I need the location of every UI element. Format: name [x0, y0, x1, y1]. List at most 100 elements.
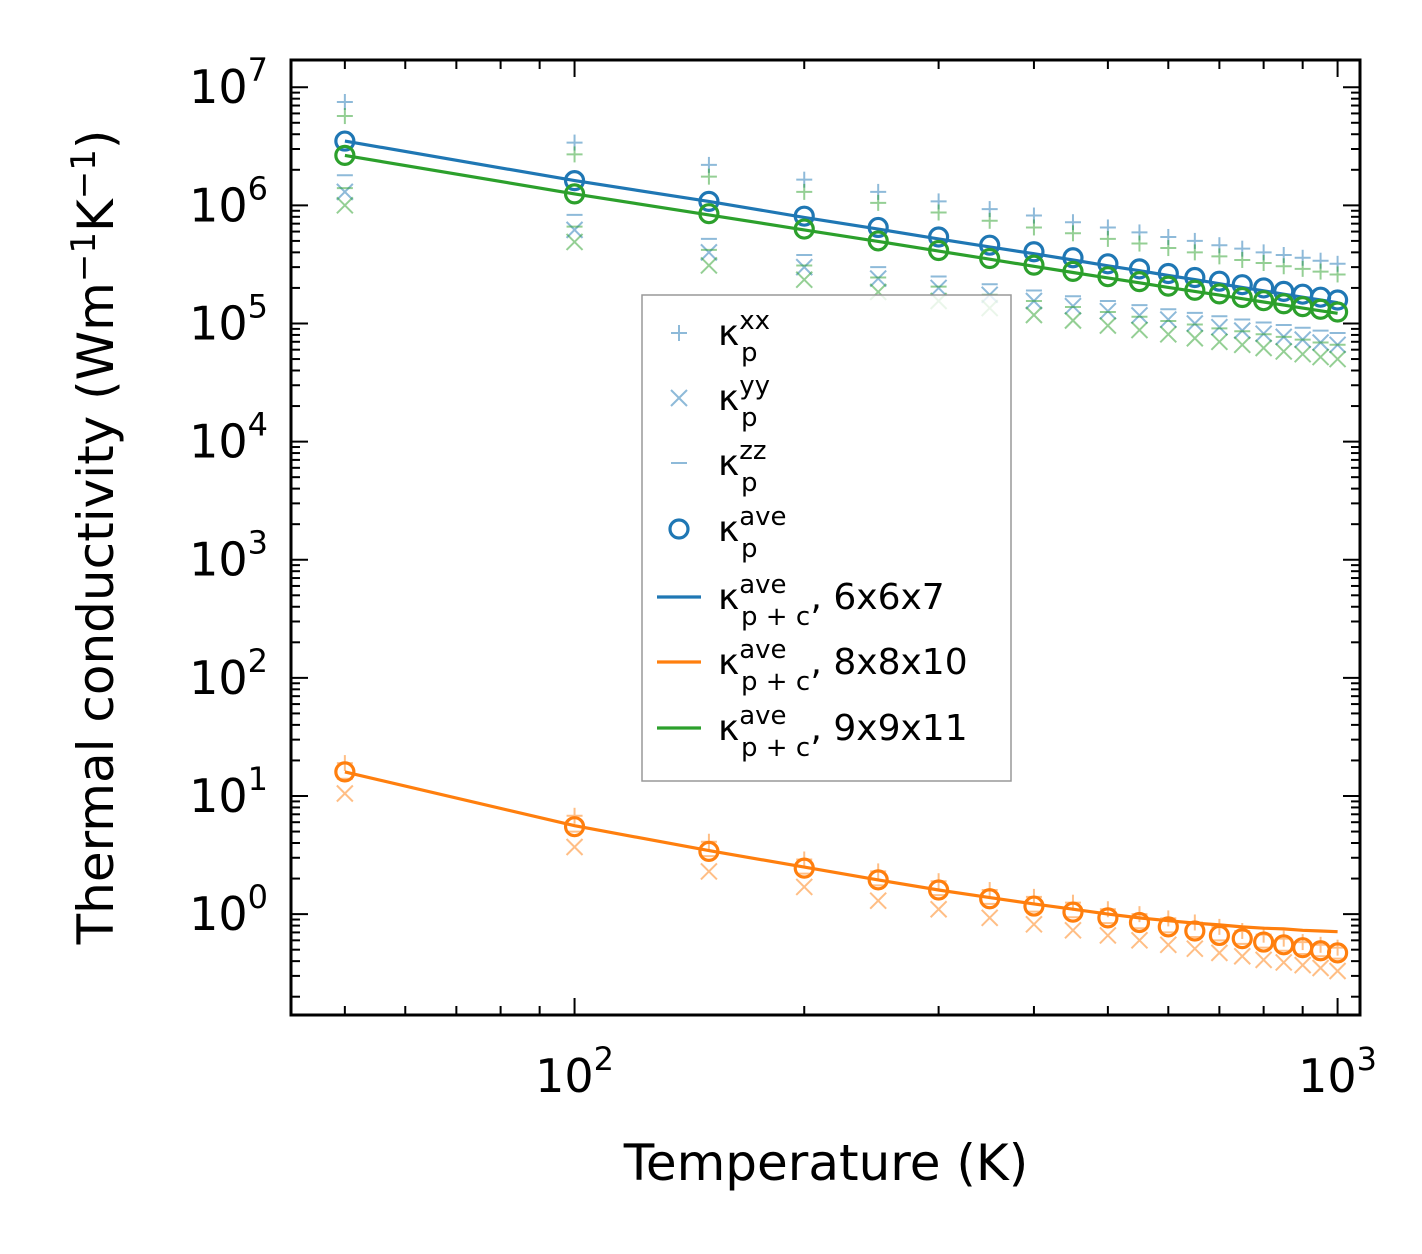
kyy-point: [1328, 350, 1347, 368]
ticks: [291, 60, 1360, 1015]
kave-point: [1253, 931, 1275, 953]
kave-point: [334, 130, 356, 152]
series-6x6x7-ave: [334, 130, 1349, 311]
kyy-point: [1159, 936, 1178, 954]
kyy-point: [336, 196, 354, 215]
legend-label: κave p: [718, 502, 787, 564]
kave-point: [867, 869, 889, 891]
legend-label: κxx p: [718, 306, 770, 368]
kxx-point: [336, 108, 353, 125]
kxx-point: [1064, 225, 1081, 242]
kyy-point: [1130, 931, 1149, 950]
series-8x8x10: [336, 755, 1347, 980]
y-tick-label: 101: [189, 760, 268, 823]
kave-point: [1184, 266, 1206, 289]
kxx-point: [930, 204, 947, 221]
y-tick-label: 100: [189, 878, 268, 941]
fit-line-8x8x10: [344, 770, 1338, 934]
y-tick-label: 107: [189, 51, 268, 114]
kave-point: [1023, 254, 1045, 276]
kave-point: [1128, 271, 1151, 293]
kyy-point: [1210, 333, 1229, 351]
kxx-point: [700, 168, 717, 185]
kyy-point: [336, 784, 354, 803]
kyy-point: [1254, 951, 1273, 969]
kave-point: [979, 888, 1001, 910]
y-axis-title-suffix: ): [67, 130, 125, 150]
kyy-point: [1233, 336, 1251, 354]
kxx-point: [1025, 219, 1042, 236]
kave-point: [793, 218, 815, 240]
kyy-point: [929, 279, 948, 297]
kxx-point: [336, 93, 353, 110]
kave-point: [334, 761, 356, 783]
series-9x9x11-ave: [334, 144, 1349, 323]
kave-point: [334, 144, 356, 166]
kyy-point: [869, 269, 887, 288]
kxx-point: [566, 807, 583, 824]
kyy-point: [1130, 306, 1149, 325]
kyy-point: [1293, 345, 1312, 363]
y-tick-label: 105: [189, 287, 268, 350]
kave-point: [1326, 289, 1349, 311]
series-8x8x10-ave: [334, 761, 1349, 964]
fit-line-6x6x7: [344, 139, 1338, 305]
kxx-point: [1255, 255, 1272, 272]
legend-box: [641, 294, 1012, 782]
kyy-point: [700, 256, 718, 275]
kyy-point: [1210, 944, 1229, 962]
kave-point: [1231, 928, 1253, 950]
kxx-point: [566, 146, 583, 163]
kave-point: [698, 190, 720, 213]
kyy-point: [1159, 325, 1178, 344]
kyy-point: [795, 270, 813, 289]
legend-marker-cross: [670, 389, 688, 407]
x-tick-label: 102: [535, 1040, 614, 1103]
kyy-point: [1311, 959, 1330, 977]
kave-point: [563, 816, 586, 838]
legend-label: κave p + c, 9x9x11: [718, 701, 968, 763]
legend-label: κave p + c, 8x8x10: [718, 635, 968, 697]
kave-point: [928, 239, 950, 262]
kyy-point: [795, 258, 813, 276]
kave-point: [1208, 270, 1230, 292]
legend-label: κzz p: [718, 436, 767, 498]
x-tick-label: 103: [1298, 1040, 1377, 1103]
kxx-point: [1160, 240, 1177, 257]
kave-point: [563, 170, 586, 192]
kxx-point: [1275, 258, 1292, 275]
kave-point: [793, 205, 815, 227]
legend-label: κave p + c, 6x6x7: [718, 570, 945, 632]
kave-point: [867, 216, 889, 239]
kave-point: [1253, 277, 1275, 299]
kyy-point: [1293, 956, 1312, 974]
kave-point: [979, 247, 1001, 270]
kxx-point: [870, 194, 887, 211]
kave-point: [1128, 911, 1151, 934]
fit-line-9x9x11: [344, 153, 1338, 315]
kave-point: [563, 183, 586, 205]
kave-point: [1097, 253, 1119, 275]
legend-marker-circle: [668, 518, 690, 540]
y-tick-label: 104: [189, 406, 268, 469]
y-axis-title-exp2: −1: [64, 149, 104, 199]
y-axis-title-exp1: −1: [64, 232, 104, 282]
kave-point: [698, 203, 720, 225]
kyy-point: [1130, 321, 1149, 339]
kave-point: [1157, 275, 1179, 297]
series-9x9x11: [336, 108, 1347, 368]
kyy-point: [1186, 314, 1204, 333]
kave-point: [793, 857, 815, 879]
kyy-point: [1064, 921, 1082, 939]
kave-point: [1097, 907, 1119, 929]
kave-point: [979, 234, 1001, 256]
kave-point: [1062, 247, 1084, 269]
kyy-point: [980, 909, 999, 927]
kyy-point: [565, 233, 584, 251]
tick-labels: 102 103 100 101 102 103 104 105 106 107: [189, 51, 1377, 1103]
kave-point: [1231, 286, 1253, 309]
kyy-point: [795, 878, 813, 896]
kxx-point: [1234, 251, 1251, 268]
kave-point: [1326, 942, 1349, 964]
